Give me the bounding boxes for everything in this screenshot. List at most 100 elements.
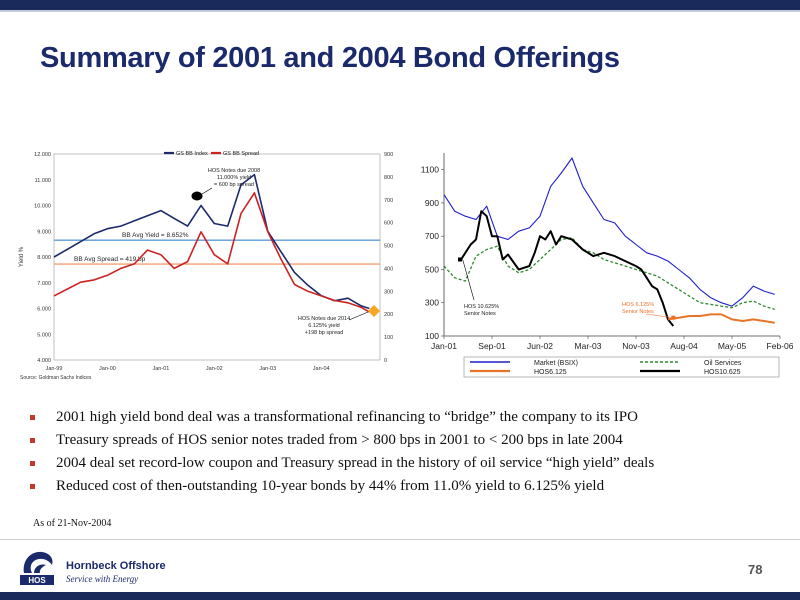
slide-title: Summary of 2001 and 2004 Bond Offerings [40, 42, 620, 74]
legend-label: HOS6.125 [534, 369, 567, 376]
annotation-leader [348, 311, 369, 321]
x-tick-label: Aug-04 [670, 341, 698, 351]
annotation-text: = 600 bp spread [214, 182, 254, 188]
annotation-text: HOS Notes due 2008 [208, 168, 260, 174]
legend-label: GS BB Index [176, 151, 208, 157]
y-left-tick-label: 11.000 [35, 178, 51, 184]
y-right-tick-label: 0 [384, 358, 387, 364]
annotation-leader [645, 313, 674, 318]
y-tick-label: 1100 [421, 165, 440, 175]
x-tick-label: Sep-01 [478, 341, 506, 351]
bullet-marker [30, 438, 35, 443]
bb-index-line [53, 173, 370, 310]
hos-6125-issue-marker [671, 315, 676, 320]
bullet-marker [30, 415, 35, 420]
y-left-tick-label: 6.000 [37, 307, 51, 313]
annotation-text: 11.000% yield [217, 175, 251, 181]
annotation-leader [462, 259, 475, 301]
series-hos10-625-line [459, 210, 675, 327]
legend-box [463, 356, 780, 378]
x-tick-label: Jan-00 [99, 366, 116, 372]
y-right-tick-label: 700 [384, 198, 393, 204]
bullet-text: 2004 deal set record-low coupon and Trea… [56, 455, 655, 471]
y-left-tick-label: 9.000 [37, 229, 51, 235]
y-right-tick-label: 900 [384, 152, 393, 158]
y-axis-label: Yield % [19, 246, 25, 267]
top-bar [0, 0, 800, 10]
annotation-text: HOS 10.625% [464, 304, 499, 310]
y-tick-label: 900 [425, 198, 439, 208]
x-tick-label: Jan-99 [46, 366, 63, 372]
bullet-item: 2001 high yield bond deal was a transfor… [30, 406, 654, 429]
series-market-bsix--line [443, 157, 775, 307]
footer-rule [0, 539, 800, 540]
annotation-text: 6.125% yield [308, 323, 340, 329]
hos-2008-marker [191, 191, 203, 201]
annotation-text: HOS Notes due 2014 [298, 316, 350, 322]
y-left-tick-label: 8.000 [37, 255, 51, 261]
x-tick-label: Jan-01 [431, 341, 457, 351]
x-tick-label: Feb-06 [767, 341, 794, 351]
x-tick-label: May-05 [718, 341, 747, 351]
bullet-text: 2001 high yield bond deal was a transfor… [56, 409, 638, 425]
y-right-tick-label: 100 [384, 335, 393, 341]
hos-2014-marker [368, 305, 380, 317]
y-right-tick-label: 400 [384, 266, 393, 272]
legend-label: GS BB Spread [223, 151, 259, 157]
logo-letters: HOS [28, 576, 46, 585]
y-left-tick-label: 10.000 [34, 204, 51, 210]
x-tick-label: Jan-02 [206, 366, 223, 372]
page-number: 78 [748, 562, 763, 577]
top-rule [0, 10, 800, 12]
y-tick-label: 700 [425, 231, 439, 241]
y-tick-label: 500 [425, 264, 439, 274]
avg-yield-label: BB Avg Yield = 8.652% [122, 232, 189, 239]
y-left-tick-label: 7.000 [37, 281, 51, 287]
series-hos6-125-line [667, 313, 775, 324]
x-tick-label: Jan-01 [152, 366, 169, 372]
y-tick-label: 100 [425, 331, 439, 341]
annotation-text: Senior Notes [622, 309, 654, 315]
company-name: Hornbeck Offshore [66, 560, 166, 572]
y-right-tick-label: 600 [384, 221, 393, 227]
company-tagline: Service with Energy [66, 574, 139, 584]
bullet-marker [30, 484, 35, 489]
chart-source: Source: Goldman Sachs Indices [20, 375, 92, 381]
x-tick-label: Nov-03 [622, 341, 650, 351]
bb-index-spread-chart: BB Avg Yield = 8.652% BB Avg Spread = 419… [19, 151, 393, 381]
legend-label: Oil Services [704, 360, 742, 367]
y-right-tick-label: 300 [384, 289, 393, 295]
hornbeck-logo: HOS [20, 551, 54, 585]
bottom-bar [0, 592, 800, 600]
bullet-text: Treasury spreads of HOS senior notes tra… [56, 432, 623, 448]
bullet-marker [30, 461, 35, 466]
bullet-item: Reduced cost of then-outstanding 10-year… [30, 475, 654, 498]
y-left-tick-label: 12.000 [34, 152, 51, 158]
annotation-text: +198 bp spread [305, 330, 343, 336]
x-tick-label: Mar-03 [575, 341, 602, 351]
bullet-list: 2001 high yield bond deal was a transfor… [30, 406, 654, 498]
avg-spread-label: BB Avg Spread = 419 bp [74, 256, 146, 263]
x-tick-label: Jan-04 [313, 366, 330, 372]
x-tick-label: Jun-02 [527, 341, 553, 351]
bullet-item: Treasury spreads of HOS senior notes tra… [30, 429, 654, 452]
y-tick-label: 300 [425, 298, 439, 308]
hos-10625-issue-marker [458, 257, 462, 262]
bb-spread-line [53, 192, 370, 313]
x-tick-label: Jan-03 [259, 366, 276, 372]
as-of-date: As of 21-Nov-2004 [33, 518, 112, 529]
annotation-text: Senior Notes [464, 311, 496, 317]
y-right-tick-label: 200 [384, 312, 393, 318]
legend-label: Market (BSIX) [534, 360, 578, 367]
y-right-tick-label: 800 [384, 175, 393, 181]
annotation-text: HOS 6.125% [622, 302, 654, 308]
y-left-tick-label: 5.000 [37, 332, 51, 338]
y-left-tick-label: 4.000 [37, 358, 51, 364]
series-oil-services-line [443, 237, 775, 311]
y-right-tick-label: 500 [384, 244, 393, 250]
bullet-text: Reduced cost of then-outstanding 10-year… [56, 478, 605, 494]
bullet-item: 2004 deal set record-low coupon and Trea… [30, 452, 654, 475]
annotation-leader [201, 187, 213, 195]
legend-label: HOS10.625 [704, 369, 741, 376]
